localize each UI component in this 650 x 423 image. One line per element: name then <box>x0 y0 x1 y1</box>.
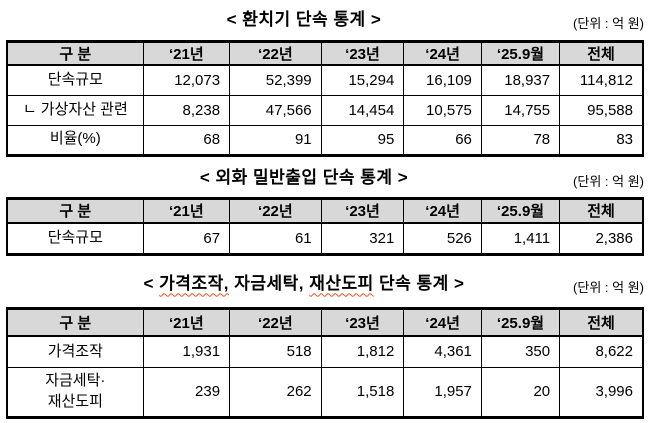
value-cell: 8,622 <box>559 335 644 368</box>
header-row: 구 분 ‘21년 ‘22년 ‘23년 ‘24년 ‘25.9월 전체 <box>6 197 644 224</box>
title-text: < <box>143 273 160 293</box>
value-cell: 95,588 <box>559 94 644 126</box>
unit-label: (단위 : 억 원) <box>573 16 644 31</box>
value-cell: 78 <box>480 124 561 156</box>
header-row: 구 분 ‘21년 ‘22년 ‘23년 ‘24년 ‘25.9월 전체 <box>6 307 644 337</box>
table-title-row: < 외화 밀반출입 단속 통계 > (단위 : 억 원) <box>6 166 644 189</box>
value-cell: 12,073 <box>142 64 231 96</box>
row-label: 자금세탁· 재산도피 <box>6 366 144 418</box>
title-text: 단속 통계 > <box>373 273 465 293</box>
value-cell: 3,996 <box>559 366 644 418</box>
value-cell: 66 <box>403 124 482 156</box>
row-label-line: 자금세탁· <box>45 372 106 390</box>
column-header-category: 구 분 <box>6 197 144 224</box>
table-row: ㄴ 가상자산 관련 8,238 47,566 14,454 10,575 14,755 95… <box>6 94 644 126</box>
row-label: 단속규모 <box>6 64 144 96</box>
column-header-period: ‘23년 <box>320 41 405 66</box>
column-header-period: ‘25.9월 <box>480 197 561 224</box>
table-row: 가격조작 1,931 518 1,812 4,361 350 8,622 <box>6 335 644 368</box>
section-price-manipulation-stats: < 가격조작, 자금세탁, 재산도피 단속 통계 > (단위 : 억 원) 구 … <box>6 272 644 419</box>
table-row: 단속규모 12,073 52,399 15,294 16,109 18,937 114,81… <box>6 64 644 96</box>
value-cell: 95 <box>320 124 405 156</box>
currency-smuggling-stats-table: 구 분 ‘21년 ‘22년 ‘23년 ‘24년 ‘25.9월 전체 단속규모 67 61 321 5… <box>6 196 644 256</box>
value-cell: 1,931 <box>142 335 231 368</box>
section-currency-smuggling-stats: < 외화 밀반출입 단속 통계 > (단위 : 억 원) 구 분 ‘21년 ‘22년… <box>6 166 644 256</box>
value-cell: 526 <box>403 222 482 255</box>
value-cell: 18,937 <box>480 64 561 96</box>
title-word-spellcheck-underlined: 재산도피 <box>309 273 374 293</box>
column-header-period: ‘24년 <box>403 41 482 66</box>
row-label: 비율(%) <box>6 124 144 156</box>
column-header-period: ‘22년 <box>229 197 322 224</box>
value-cell: 83 <box>559 124 644 156</box>
title-word-spellcheck-underlined: 가격조작, <box>159 273 229 293</box>
value-cell: 1,411 <box>480 222 561 255</box>
value-cell: 4,361 <box>403 335 482 368</box>
header-row: 구 분 ‘21년 ‘22년 ‘23년 ‘24년 ‘25.9월 전체 <box>6 41 644 66</box>
value-cell: 10,575 <box>403 94 482 126</box>
price-manipulation-stats-table: 구 분 ‘21년 ‘22년 ‘23년 ‘24년 ‘25.9월 전체 가격조작 1,931 518… <box>6 306 644 419</box>
value-cell: 47,566 <box>229 94 322 126</box>
value-cell: 350 <box>480 335 561 368</box>
row-label: 가격조작 <box>6 335 144 368</box>
value-cell: 61 <box>229 222 322 255</box>
column-header-period: 전체 <box>559 197 644 224</box>
column-header-category: 구 분 <box>6 307 144 337</box>
value-cell: 15,294 <box>320 64 405 96</box>
value-cell: 67 <box>142 222 231 255</box>
table-row: 자금세탁· 재산도피 239 262 1,518 1,957 20 3,996 <box>6 366 644 418</box>
table-row: 비율(%) 68 91 95 66 78 83 <box>6 124 644 156</box>
value-cell: 321 <box>320 222 405 255</box>
unit-label: (단위 : 억 원) <box>573 279 644 295</box>
column-header-period: 전체 <box>559 307 644 337</box>
value-cell: 14,454 <box>320 94 405 126</box>
value-cell: 262 <box>229 366 322 418</box>
table-row: 단속규모 67 61 321 526 1,411 2,386 <box>6 222 644 255</box>
value-cell: 52,399 <box>229 64 322 96</box>
row-label-line: 재산도피 <box>47 392 103 410</box>
title-text: 자금세탁, <box>234 273 304 293</box>
value-cell: 239 <box>142 366 231 418</box>
column-header-period: ‘24년 <box>403 197 482 224</box>
column-header-period: ‘23년 <box>320 197 405 224</box>
value-cell: 20 <box>480 366 561 418</box>
table-title-row: < 가격조작, 자금세탁, 재산도피 단속 통계 > (단위 : 억 원) <box>6 272 644 295</box>
row-label: ㄴ 가상자산 관련 <box>6 94 144 126</box>
value-cell: 1,957 <box>403 366 482 418</box>
value-cell: 16,109 <box>403 64 482 96</box>
column-header-category: 구 분 <box>6 41 144 66</box>
unit-label: (단위 : 억 원) <box>573 173 644 189</box>
value-cell: 1,518 <box>320 366 405 418</box>
value-cell: 91 <box>229 124 322 156</box>
value-cell: 114,812 <box>559 64 644 96</box>
column-header-period: ‘22년 <box>229 41 322 66</box>
column-header-period: ‘25.9월 <box>480 41 561 66</box>
column-header-period: ‘23년 <box>320 307 405 337</box>
table-title: < 가격조작, 자금세탁, 재산도피 단속 통계 > <box>6 272 602 295</box>
table-title: < 외화 밀반출입 단속 통계 > <box>199 167 409 187</box>
value-cell: 14,755 <box>480 94 561 126</box>
column-header-period: 전체 <box>559 41 644 66</box>
value-cell: 2,386 <box>559 222 644 255</box>
column-header-period: ‘21년 <box>142 307 231 337</box>
column-header-period: ‘22년 <box>229 307 322 337</box>
row-label: 단속규모 <box>6 222 144 255</box>
column-header-period: ‘21년 <box>142 197 231 224</box>
column-header-period: ‘24년 <box>403 307 482 337</box>
value-cell: 1,812 <box>320 335 405 368</box>
table-title: < 환치기 단속 통계 > <box>226 10 382 29</box>
value-cell: 8,238 <box>142 94 231 126</box>
section-hwanchigi-stats: < 환치기 단속 통계 > (단위 : 억 원) 구 분 ‘21년 ‘22년 ‘23년… <box>6 8 644 157</box>
value-cell: 68 <box>142 124 231 156</box>
table-title-row: < 환치기 단속 통계 > (단위 : 억 원) <box>6 8 644 31</box>
column-header-period: ‘21년 <box>142 41 231 66</box>
value-cell: 518 <box>229 335 322 368</box>
column-header-period: ‘25.9월 <box>480 307 561 337</box>
hwanchigi-stats-table: 구 분 ‘21년 ‘22년 ‘23년 ‘24년 ‘25.9월 전체 단속규모 12,073 52… <box>6 40 644 157</box>
